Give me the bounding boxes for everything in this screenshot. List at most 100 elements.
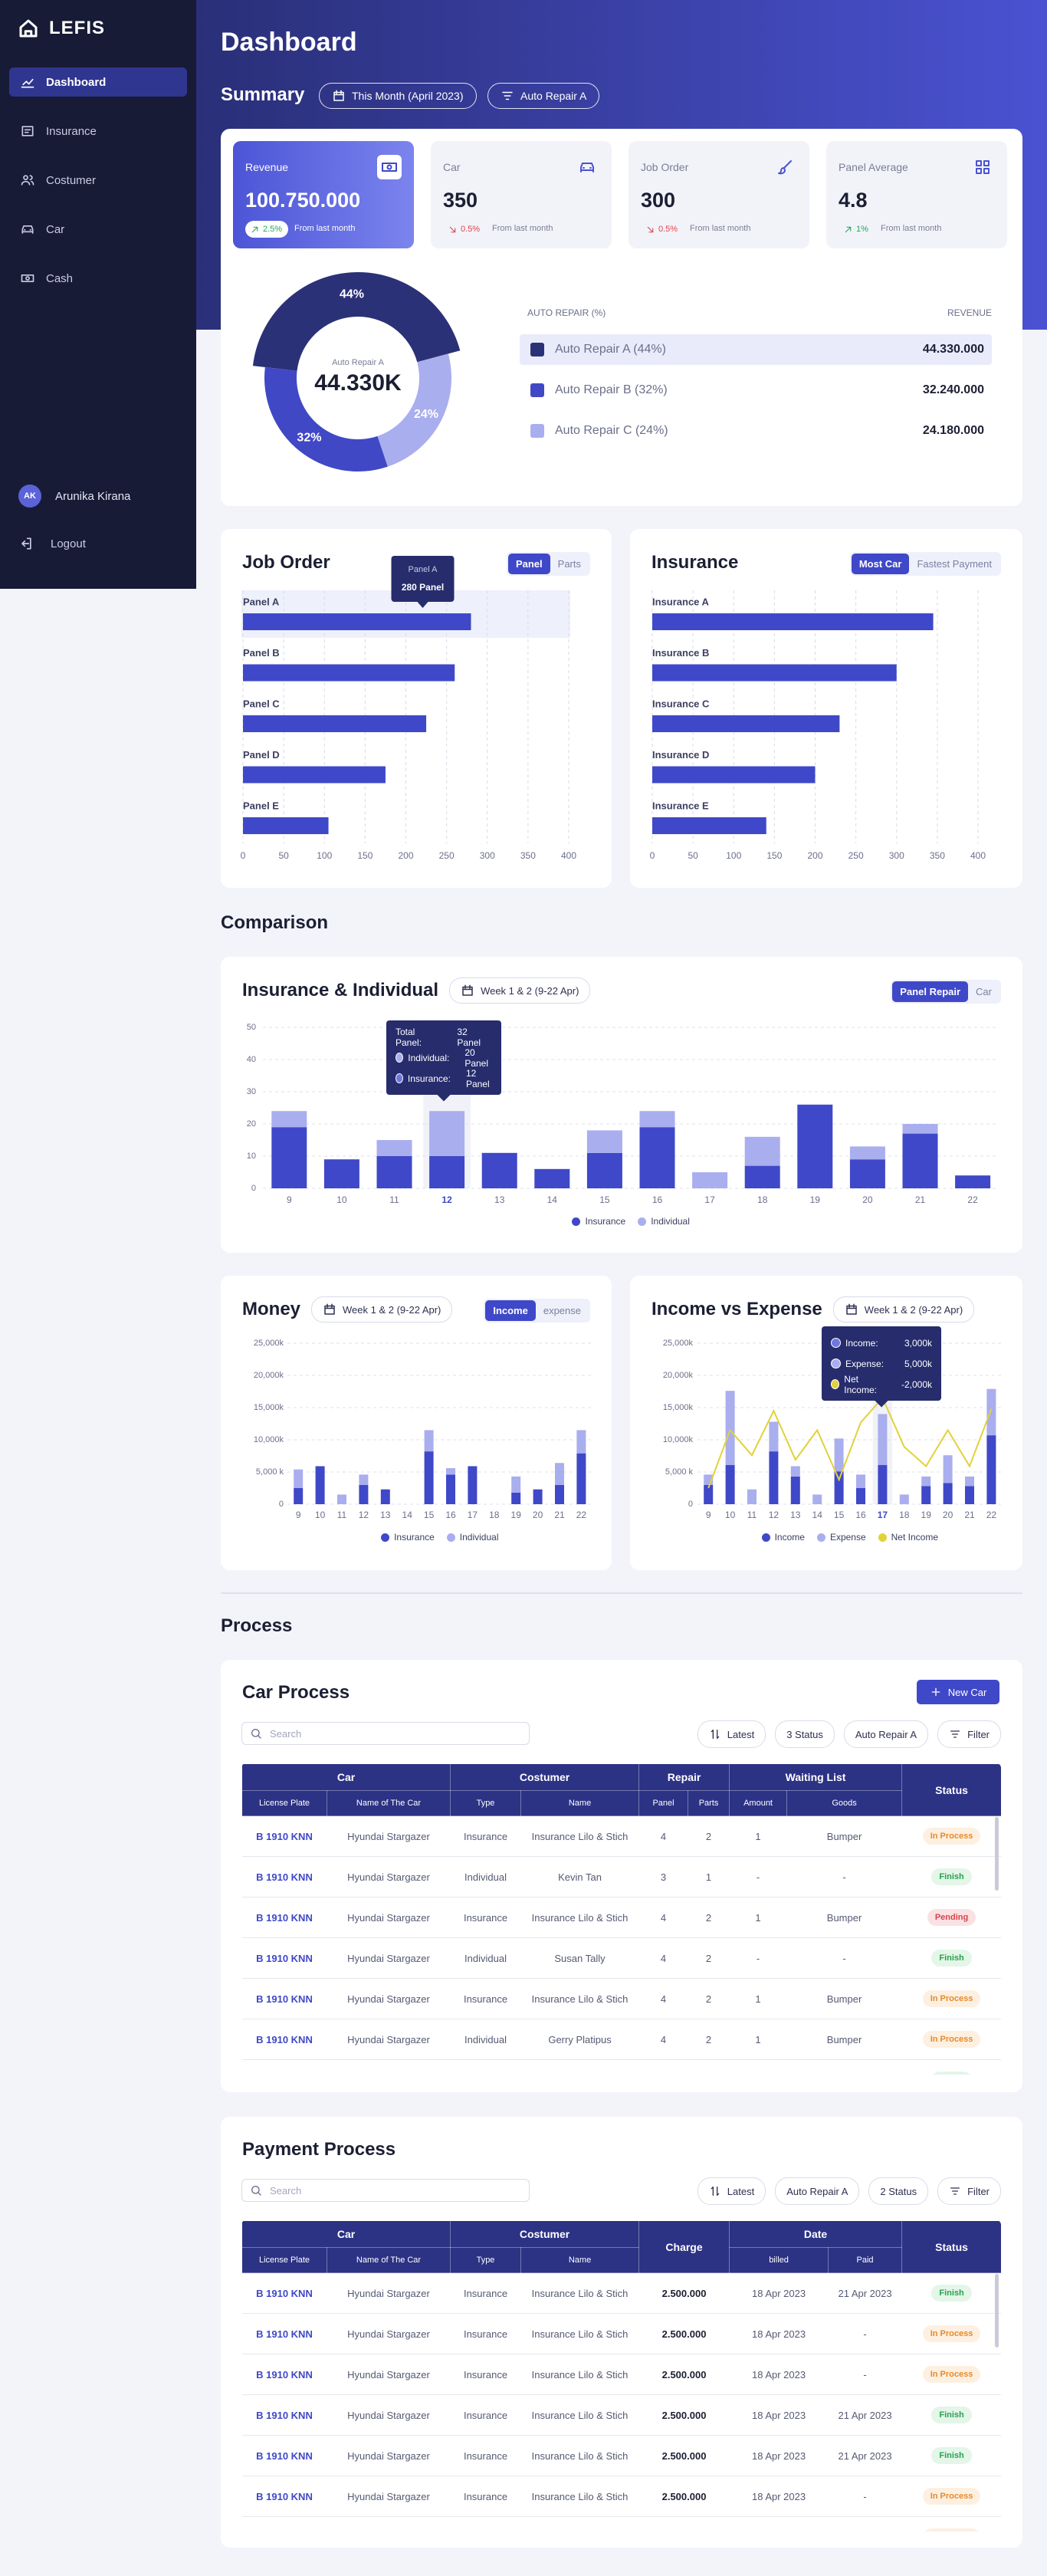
stat-card: Job Order 300 0.5% From last month xyxy=(629,141,809,248)
donut-segment xyxy=(264,366,388,472)
x-tick-label: 100 xyxy=(726,850,741,861)
license-plate[interactable]: B 1910 KNN xyxy=(241,1815,327,1857)
group-header: Waiting List xyxy=(729,1763,903,1791)
new-button[interactable]: New Car xyxy=(917,1680,999,1704)
stacked-bar-chart: 0 5,000 k 10,000k 15,000k 20,000k 25,000k 9 10 1… xyxy=(254,1339,592,1520)
table-cell: 2 xyxy=(688,1897,730,1938)
column-header: Paid xyxy=(828,2247,903,2273)
nav-item[interactable]: Costumer xyxy=(9,166,187,195)
summary-filter[interactable]: This Month (April 2023) xyxy=(319,83,477,109)
table-row[interactable]: B 1910 KNN Hyundai Stargazer Individual Sus… xyxy=(241,1937,1001,1979)
table-cell: 4 xyxy=(638,2059,688,2075)
tooltip-dot xyxy=(831,1379,840,1389)
breakdown-row[interactable]: Auto Repair A (44%) 44.330.000 xyxy=(520,334,992,365)
donut-label: 32% xyxy=(297,432,321,445)
toggle-option[interactable]: Fastest Payment xyxy=(917,558,992,570)
table-cell: 2.500.000 xyxy=(638,2394,730,2436)
bar-chart: 0 50 100 150 200 250 300 350 400 Panel A Panel B Pa… xyxy=(241,556,576,861)
card-title: Income vs Expense xyxy=(652,1299,822,1319)
user[interactable]: AK Arunika Kirana xyxy=(18,485,130,508)
filter-button[interactable]: Auto Repair A xyxy=(843,1720,929,1748)
icon-path xyxy=(21,537,31,550)
license-plate[interactable]: B 1910 KNN xyxy=(241,2394,327,2436)
filter-button[interactable]: 3 Status xyxy=(775,1720,835,1748)
license-plate[interactable]: B 1910 KNN xyxy=(241,2059,327,2075)
toggle-option[interactable]: Parts xyxy=(557,558,581,570)
icon xyxy=(251,1729,261,1739)
license-plate[interactable]: B 1910 KNN xyxy=(241,2476,327,2517)
table-cell: Insurance Lilo & Stich xyxy=(520,2272,639,2314)
license-plate[interactable]: B 1910 KNN xyxy=(241,1978,327,2019)
breakdown-row[interactable]: Auto Repair B (32%) 32.240.000 xyxy=(520,375,992,406)
bar-segment xyxy=(534,1168,570,1188)
license-plate[interactable]: B 1910 KNN xyxy=(241,2354,327,2395)
license-plate[interactable]: B 1910 KNN xyxy=(241,2019,327,2060)
license-plate[interactable]: B 1910 KNN xyxy=(241,1856,327,1898)
x-tick-label: 0 xyxy=(241,850,246,861)
bar-segment xyxy=(744,1136,780,1166)
icon-path xyxy=(462,984,473,996)
license-plate[interactable]: B 1910 KNN xyxy=(241,2272,327,2314)
toggle-option[interactable]: Panel Repair xyxy=(892,981,969,1002)
filter-button[interactable]: Auto Repair A xyxy=(775,2177,860,2205)
license-plate[interactable]: B 1910 KNN xyxy=(241,1897,327,1938)
nav-item[interactable]: Insurance xyxy=(9,117,187,146)
breakdown-row[interactable]: Auto Repair C (24%) 24.180.000 xyxy=(520,416,992,446)
nav-item[interactable]: Car xyxy=(9,215,187,244)
filter-button[interactable]: Latest xyxy=(697,1720,766,1748)
logo[interactable]: LEFIS xyxy=(17,17,105,40)
bar-segment xyxy=(986,1435,996,1504)
filter-button[interactable]: Latest xyxy=(697,2177,766,2205)
bar-segment xyxy=(725,1391,735,1465)
toggle-option[interactable]: Most Car xyxy=(851,554,910,574)
search-box[interactable]: Search xyxy=(241,2179,530,2202)
x-tick-label: 22 xyxy=(576,1510,587,1520)
table-cell: - xyxy=(786,1937,902,1979)
table-row[interactable]: B 1910 KNN Hyundai Stargazer Individual Kev… xyxy=(241,1856,1001,1898)
stat-card: Panel Average 4.8 1% From last month xyxy=(826,141,1007,248)
toggle-option[interactable]: expense xyxy=(543,1305,581,1316)
license-plate[interactable]: B 1910 KNN xyxy=(241,2313,327,2354)
date-filter[interactable]: Week 1 & 2 (9-22 Apr) xyxy=(311,1296,453,1322)
filter-button[interactable]: 2 Status xyxy=(868,2177,929,2205)
search-box[interactable]: Search xyxy=(241,1722,530,1745)
filter-label: Auto Repair A xyxy=(786,2185,848,2197)
date-filter[interactable]: Week 1 & 2 (9-22 Apr) xyxy=(832,1296,975,1322)
toggle-option[interactable]: Income xyxy=(485,1300,536,1321)
toggle-option[interactable]: Car xyxy=(976,986,992,997)
category-label: Panel B xyxy=(243,647,280,659)
license-plate[interactable]: B 1910 KNN xyxy=(241,1937,327,1979)
table-cell: 4 xyxy=(638,2019,688,2060)
nav-item[interactable]: Cash xyxy=(9,264,187,293)
search-placeholder: Search xyxy=(270,1727,302,1740)
process-title: Process xyxy=(221,1615,293,1636)
license-plate[interactable]: B 1910 KNN xyxy=(241,2516,327,2532)
filter-label: Latest xyxy=(727,2185,755,2197)
filter-button[interactable]: Filter xyxy=(937,2177,1001,2205)
license-plate[interactable]: B 1910 KNN xyxy=(241,2435,327,2476)
card-header: Insurance xyxy=(652,549,738,577)
summary-filter[interactable]: Auto Repair A xyxy=(487,83,600,109)
filter-button[interactable]: Filter xyxy=(937,1720,1001,1748)
icon xyxy=(21,126,34,136)
stat-change: 1% xyxy=(839,221,875,238)
table-cell: - xyxy=(786,2059,902,2075)
nav-item[interactable]: Dashboard xyxy=(9,67,187,97)
logout[interactable]: Logout xyxy=(18,536,86,551)
toggle-option[interactable]: Panel xyxy=(507,554,550,574)
date-filter[interactable]: Week 1 & 2 (9-22 Apr) xyxy=(449,978,591,1004)
table-container: Car Costumer Repair Waiting List Status Licen… xyxy=(241,1763,1001,2075)
table-row[interactable]: B 1910 KNN Hyundai Stargazer Individual Ger… xyxy=(241,2019,1001,2060)
insurance-card: 0 50 100 150 200 250 300 350 400 Insurance A Insur… xyxy=(630,529,1022,888)
